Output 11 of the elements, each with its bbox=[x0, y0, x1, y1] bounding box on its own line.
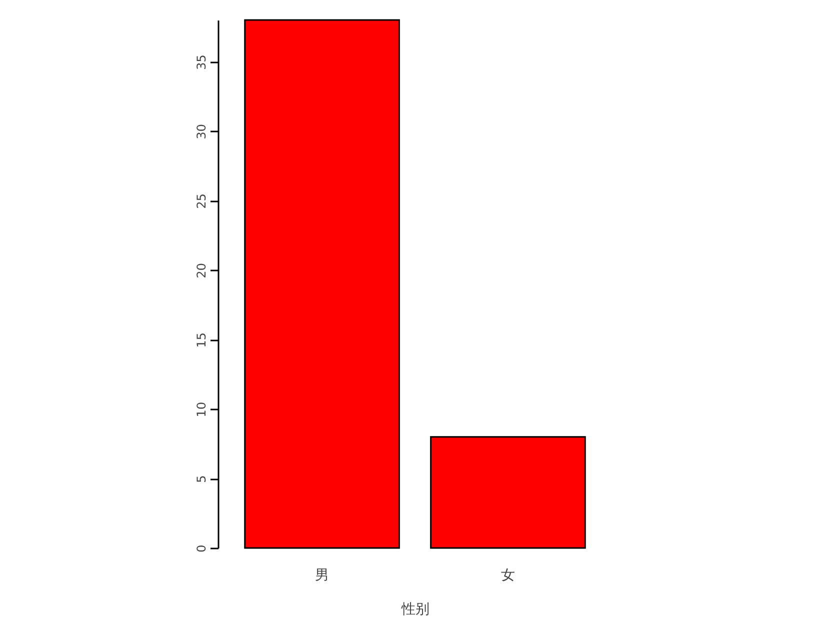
x-tick-label: 男 bbox=[315, 568, 330, 584]
y-tick-label: 25 bbox=[194, 193, 208, 209]
x-tick-label: 女 bbox=[500, 568, 515, 584]
y-tick-label: 5 bbox=[194, 475, 208, 483]
y-tick-label: 0 bbox=[194, 544, 208, 552]
y-tick-label: 10 bbox=[194, 402, 208, 418]
y-tick-label: 15 bbox=[194, 332, 208, 348]
y-tick-label: 35 bbox=[194, 54, 208, 70]
y-tick-label: 20 bbox=[194, 262, 208, 278]
x-axis-title: 性别 bbox=[400, 602, 430, 618]
y-tick-label: 30 bbox=[194, 124, 208, 140]
